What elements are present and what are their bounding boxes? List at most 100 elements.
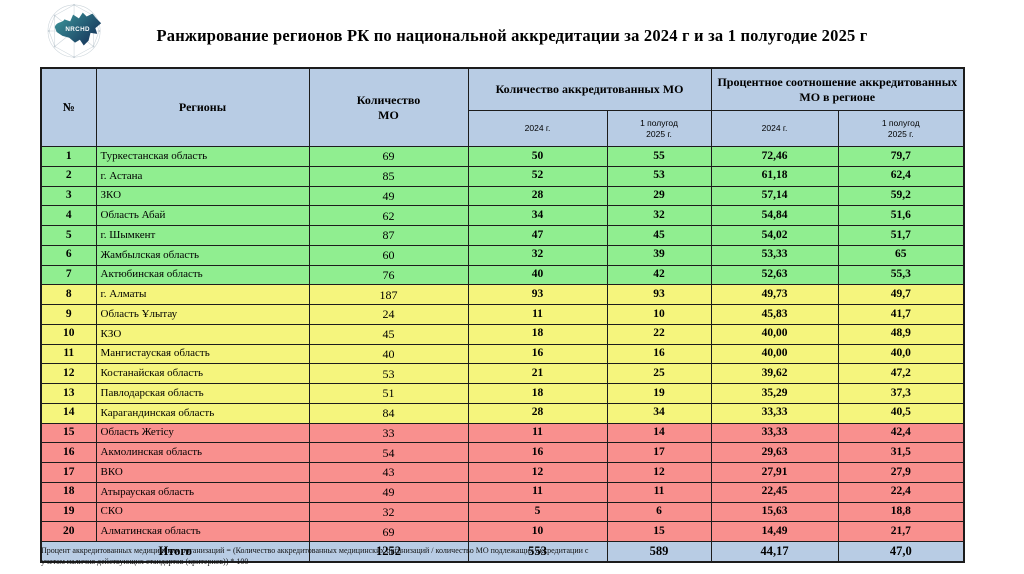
table-row: 2 г. Астана 85 52 53 61,18 62,4: [40, 165, 965, 187]
accredited-2024: 40: [467, 264, 608, 286]
percent-2025: 65: [837, 244, 965, 266]
kazakhstan-map-icon: [54, 12, 102, 46]
accredited-2025: 32: [606, 205, 712, 226]
percent-2025: 55,3: [837, 264, 965, 286]
rank-number: 5: [40, 225, 97, 246]
mesh-nodes: [47, 3, 101, 59]
rank-number: 19: [40, 501, 97, 523]
accredited-2024: 11: [467, 304, 608, 325]
percent-2024: 72,46: [710, 146, 839, 167]
region-name: СКО: [95, 501, 310, 523]
accredited-2025: 12: [606, 462, 712, 483]
subheader-percent-2025: 1 полугод 2025 г.: [837, 110, 965, 147]
rank-number: 7: [40, 264, 97, 286]
region-name: г. Алматы: [95, 284, 310, 305]
accredited-2024: 18: [467, 323, 608, 345]
mo-count: 69: [308, 521, 469, 542]
col-header-percent-ratio: Процентное соотношение аккредитованных М…: [710, 67, 965, 111]
col-header-accredited-mo: Количество аккредитованных МО: [467, 67, 712, 111]
accredited-2024: 16: [467, 442, 608, 463]
percent-2025: 79,7: [837, 146, 965, 167]
mo-count: 85: [308, 165, 469, 187]
percent-2024: 27,91: [710, 462, 839, 483]
region-name: Алматинская область: [95, 521, 310, 542]
col-header-mo-count: Количество МО: [308, 67, 469, 147]
table-row: 17 ВКО 43 12 12 27,91 27,9: [40, 462, 965, 483]
mo-count: 76: [308, 264, 469, 286]
accredited-2025: 34: [606, 402, 712, 424]
percent-2025: 51,7: [837, 225, 965, 246]
percent-2025: 18,8: [837, 501, 965, 523]
mo-count: 45: [308, 323, 469, 345]
region-name: КЗО: [95, 323, 310, 345]
region-name: Атырауская область: [95, 481, 310, 503]
rank-number: 15: [40, 422, 97, 444]
percent-2024: 52,63: [710, 264, 839, 286]
region-name: г. Астана: [95, 165, 310, 187]
accredited-2025: 6: [606, 501, 712, 523]
percent-2024: 45,83: [710, 304, 839, 325]
mo-count: 54: [308, 442, 469, 463]
total-row: Итого 1252 553 589 44,17 47,0: [40, 541, 965, 563]
region-name: Карагандинская область: [95, 402, 310, 424]
accredited-2025: 53: [606, 165, 712, 187]
percent-2025: 41,7: [837, 304, 965, 325]
percent-2024: 54,84: [710, 205, 839, 226]
accredited-2024: 32: [467, 244, 608, 266]
accredited-2025: 16: [606, 343, 712, 365]
percent-2025: 49,7: [837, 284, 965, 305]
accredited-2024: 21: [467, 363, 608, 384]
rank-number: 2: [40, 165, 97, 187]
accredited-2024: 34: [467, 205, 608, 226]
mo-count: 51: [308, 383, 469, 404]
mo-count: 43: [308, 462, 469, 483]
table-row: 3 ЗКО 49 28 29 57,14 59,2: [40, 185, 965, 207]
rank-number: 9: [40, 304, 97, 325]
rank-number: 20: [40, 521, 97, 542]
accredited-2025: 19: [606, 383, 712, 404]
region-name: Область Жетісу: [95, 422, 310, 444]
mo-count: 53: [308, 363, 469, 384]
accredited-2024: 10: [467, 521, 608, 542]
subheader-percent-2024: 2024 г.: [710, 110, 839, 147]
total-mo-count: 1252: [308, 541, 469, 563]
total-percent-2025: 47,0: [837, 541, 965, 563]
page-title: Ранжирование регионов РК по национальной…: [156, 26, 868, 45]
subheader-accredited-2024: 2024 г.: [467, 110, 608, 147]
accredited-2024: 11: [467, 422, 608, 444]
rank-number: 8: [40, 284, 97, 305]
mo-count: 33: [308, 422, 469, 444]
table-row: 15 Область Жетісу 33 11 14 33,33 42,4: [40, 422, 965, 444]
nrchd-logo: NRCHD: [44, 2, 108, 60]
region-name: Акмолинская область: [95, 442, 310, 463]
accredited-2024: 12: [467, 462, 608, 483]
rank-number: 14: [40, 402, 97, 424]
region-name: ВКО: [95, 462, 310, 483]
total-percent-2024: 44,17: [710, 541, 839, 563]
region-name: Павлодарская область: [95, 383, 310, 404]
region-name: Область Абай: [95, 205, 310, 226]
percent-2024: 33,33: [710, 422, 839, 444]
rank-number: 11: [40, 343, 97, 365]
logo-text: NRCHD: [65, 26, 90, 33]
table-row: 14 Карагандинская область 84 28 34 33,33…: [40, 402, 965, 424]
rank-number: 3: [40, 185, 97, 207]
percent-2025: 22,4: [837, 481, 965, 503]
mo-count: 84: [308, 402, 469, 424]
total-label: Итого: [40, 541, 310, 563]
region-name: Туркестанская область: [95, 146, 310, 167]
accredited-2024: 52: [467, 165, 608, 187]
percent-2024: 40,00: [710, 343, 839, 365]
percent-2024: 57,14: [710, 185, 839, 207]
rank-number: 12: [40, 363, 97, 384]
region-name: Актюбинская область: [95, 264, 310, 286]
mo-count: 62: [308, 205, 469, 226]
table-row: 4 Область Абай 62 34 32 54,84 51,6: [40, 205, 965, 226]
table-row: 20 Алматинская область 69 10 15 14,49 21…: [40, 521, 965, 542]
region-name: Костанайская область: [95, 363, 310, 384]
accredited-2025: 45: [606, 225, 712, 246]
percent-2025: 59,2: [837, 185, 965, 207]
mo-count: 24: [308, 304, 469, 325]
rank-number: 17: [40, 462, 97, 483]
table-row: 9 Область Ұлытау 24 11 10 45,83 41,7: [40, 304, 965, 325]
